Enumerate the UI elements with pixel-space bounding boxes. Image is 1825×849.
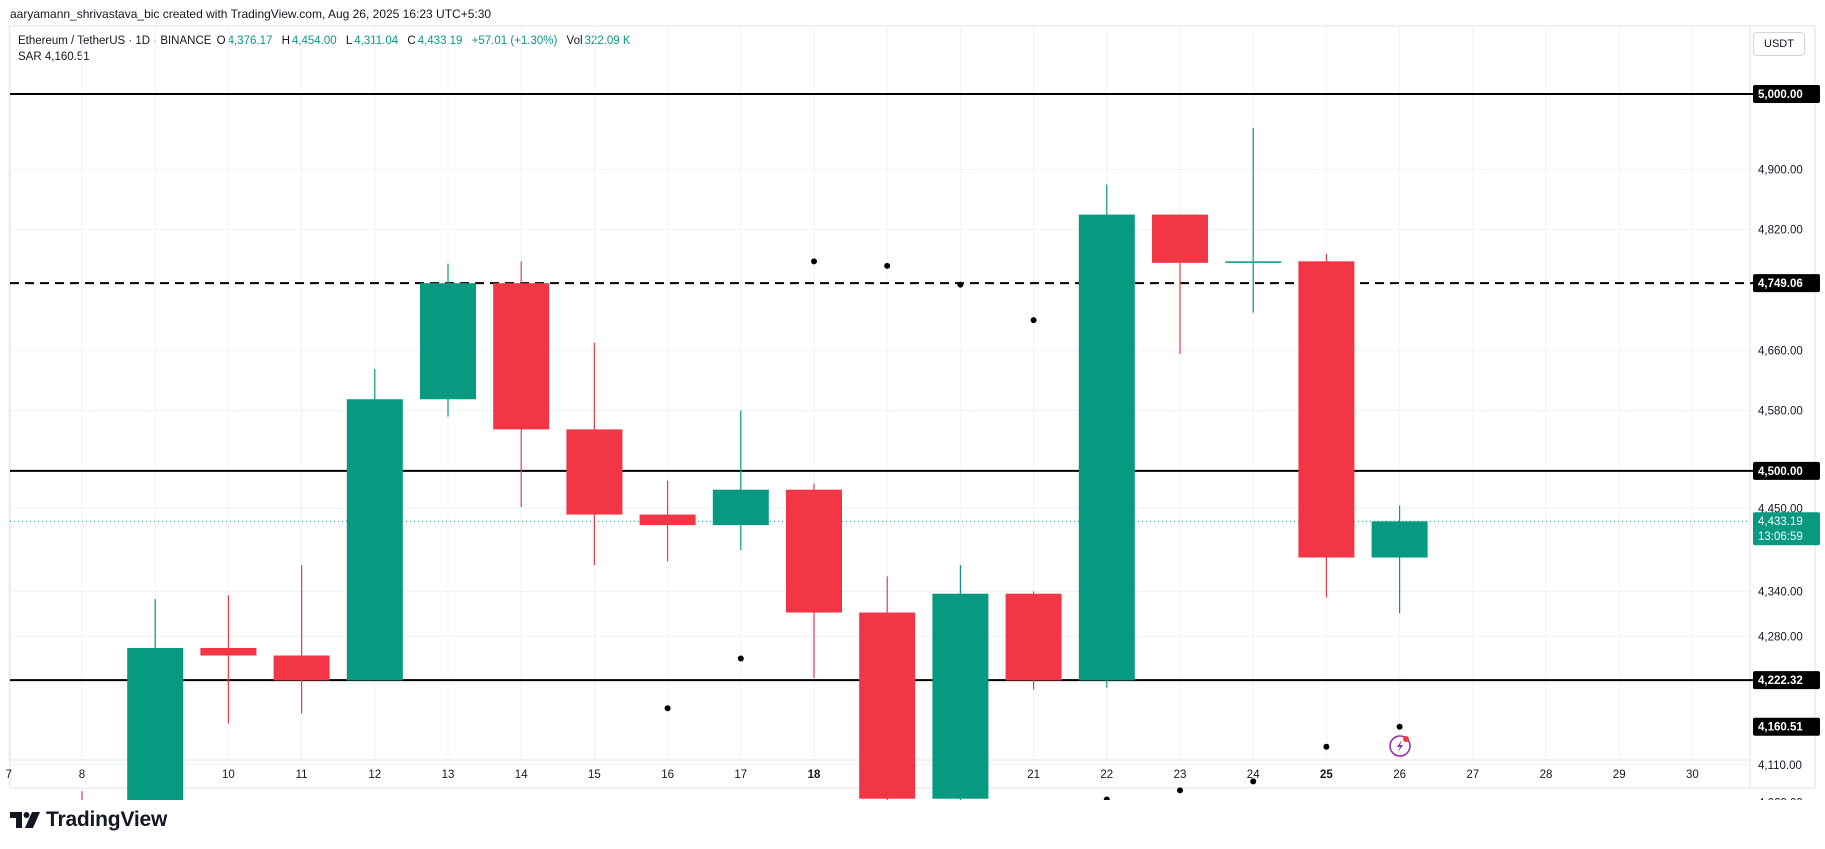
candle-body <box>712 489 769 526</box>
x-tick-label: 29 <box>1613 769 1626 781</box>
sar-dot <box>1323 743 1330 750</box>
high-label: H <box>281 35 290 47</box>
x-tick-label: 26 <box>1393 769 1406 781</box>
sar-label: SAR <box>18 51 42 63</box>
candle-body <box>1371 521 1428 558</box>
candle-body <box>200 647 257 656</box>
sar-legend[interactable]: SAR 4,160.51 <box>18 51 90 63</box>
candle-body <box>493 283 550 430</box>
x-tick-label: 10 <box>222 769 235 781</box>
candle-body <box>1225 261 1282 263</box>
candle-body <box>420 283 476 400</box>
sar-dot <box>664 705 671 712</box>
level-tag: 4,222.32 <box>1758 675 1803 687</box>
candle-body <box>1005 593 1062 681</box>
x-tick-label: 12 <box>368 769 381 781</box>
sar-price-tag: 4,160.51 <box>1758 722 1803 734</box>
price-chart[interactable]: 3,971.004,060.004,110.004,280.004,340.00… <box>0 0 1825 800</box>
candle-body <box>639 514 696 526</box>
y-tick-label: 4,660.00 <box>1758 345 1803 357</box>
close-value: 4,433.19 <box>417 35 463 47</box>
level-tag-bg <box>1753 274 1820 293</box>
sar-dot <box>1396 723 1403 730</box>
event-dot-icon <box>1403 736 1409 742</box>
y-tick-label: 4,060.00 <box>1758 797 1803 800</box>
level-tag: 4,500.00 <box>1758 466 1803 478</box>
tradingview-logo-icon <box>10 812 40 828</box>
sar-dot <box>1177 787 1183 794</box>
y-tick-label: 4,580.00 <box>1758 406 1803 418</box>
x-tick-label: 24 <box>1247 769 1260 781</box>
y-tick-label: 4,900.00 <box>1758 164 1803 176</box>
level-tag-bg <box>1753 671 1820 690</box>
high-value: 4,454.00 <box>291 35 337 47</box>
y-tick-label: 4,280.00 <box>1758 632 1803 644</box>
x-tick-label: 30 <box>1686 769 1699 781</box>
level-tag: 5,000.00 <box>1758 89 1803 101</box>
x-tick-label: 25 <box>1320 769 1333 781</box>
sar-price-tag-bg <box>1753 717 1820 736</box>
x-tick-label: 14 <box>515 769 528 781</box>
candle-body <box>1298 261 1355 558</box>
sar-dot <box>1030 317 1037 324</box>
x-tick-label: 11 <box>296 769 308 781</box>
candle-body <box>1152 214 1208 263</box>
sar-dot <box>737 655 744 662</box>
x-tick-label: 23 <box>1174 769 1187 781</box>
y-tick-label: 4,340.00 <box>1758 586 1803 598</box>
candle-body <box>273 655 330 681</box>
volume-label: Vol <box>566 35 583 47</box>
y-tick-label: 4,110.00 <box>1758 760 1802 772</box>
x-tick-label: 22 <box>1100 769 1113 781</box>
x-tick-label: 15 <box>588 769 601 781</box>
x-tick-label: 21 <box>1027 769 1040 781</box>
countdown-tag: 13:06:59 <box>1758 531 1803 543</box>
x-tick-label: 8 <box>79 769 85 781</box>
candle-body <box>932 593 989 799</box>
x-tick-label: 7 <box>6 769 12 781</box>
level-tag-bg <box>1753 461 1820 480</box>
currency-button[interactable]: USDT <box>1753 32 1805 56</box>
sar-dot <box>957 281 964 288</box>
sar-dot <box>1250 778 1257 785</box>
open-value: 4,376.17 <box>227 35 273 47</box>
volume-value: 322.09 K <box>584 35 631 47</box>
x-tick-label: 27 <box>1466 769 1479 781</box>
candle-body <box>346 399 403 681</box>
sar-value: 4,160.51 <box>44 51 90 63</box>
low-label: L <box>345 35 353 47</box>
low-value: 4,311.04 <box>354 35 399 47</box>
chart-credit: aaryamann_shrivastava_bic created with T… <box>10 7 492 21</box>
close-label: C <box>407 35 416 47</box>
candle-body <box>859 612 916 799</box>
change-value: +57.01 (+1.30%) <box>471 35 558 47</box>
symbol-title[interactable]: Ethereum / TetherUS · 1D · BINANCE <box>18 35 212 47</box>
symbol-legend[interactable]: Ethereum / TetherUS · 1D · BINANCE O 4,37… <box>18 35 637 47</box>
sar-dot <box>884 262 891 269</box>
sar-dot <box>1103 796 1110 800</box>
tradingview-logo[interactable]: TradingView <box>10 808 167 832</box>
x-tick-label: 18 <box>808 769 821 781</box>
lightning-icon <box>1397 740 1403 752</box>
candle-body <box>127 647 184 800</box>
tradingview-wordmark: TradingView <box>46 808 168 831</box>
x-tick-label: 16 <box>661 769 674 781</box>
y-tick-label: 4,820.00 <box>1758 225 1803 237</box>
level-tag-bg <box>1753 85 1820 103</box>
x-tick-label: 13 <box>442 769 455 781</box>
x-tick-label: 28 <box>1540 769 1553 781</box>
open-label: O <box>216 35 226 47</box>
last-price-tag: 4,433.19 <box>1758 516 1803 528</box>
candle-body <box>786 489 842 613</box>
sar-dot <box>811 258 817 265</box>
level-tag: 4,749.06 <box>1758 278 1803 290</box>
last-price-tag-bg <box>1753 512 1820 546</box>
candle-body <box>566 429 623 515</box>
x-tick-label: 17 <box>734 769 747 781</box>
candle-body <box>1078 214 1135 681</box>
